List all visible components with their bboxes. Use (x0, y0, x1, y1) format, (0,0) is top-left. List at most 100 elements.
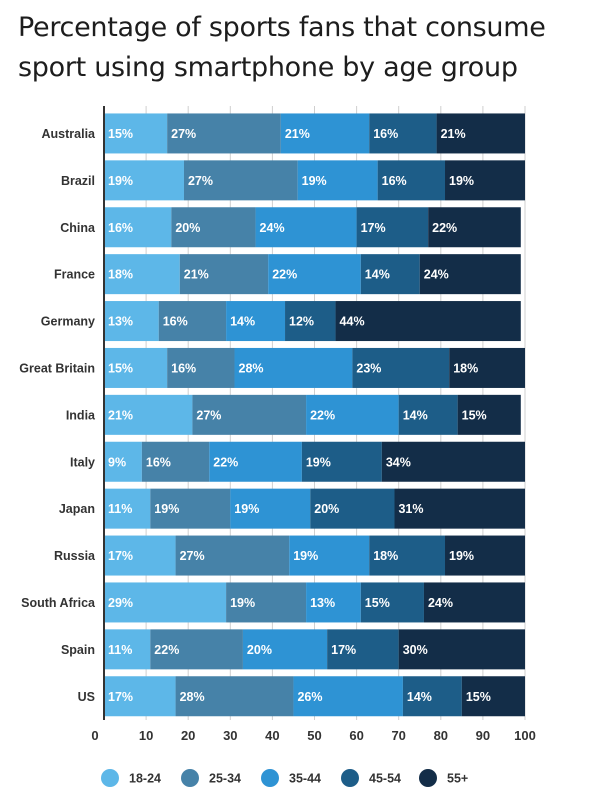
data-label: 34% (386, 455, 411, 469)
data-label: 21% (441, 127, 466, 141)
bar-segment (104, 301, 159, 342)
data-label: 9% (108, 455, 126, 469)
data-label: 21% (184, 268, 209, 282)
bar-segment (419, 254, 521, 295)
x-tick-label: 10 (139, 728, 153, 743)
data-label: 17% (361, 221, 386, 235)
data-label: 15% (466, 690, 491, 704)
legend-swatch (261, 769, 279, 787)
data-label: 12% (289, 315, 314, 329)
x-tick-label: 90 (476, 728, 490, 743)
x-tick-label: 80 (434, 728, 448, 743)
bar-segment (104, 676, 176, 717)
bar-segment (297, 160, 378, 201)
legend-label: 55+ (447, 772, 468, 786)
category-label: Italy (70, 455, 95, 469)
data-label: 24% (428, 596, 453, 610)
bar-segment (436, 113, 525, 154)
data-label: 15% (108, 127, 133, 141)
bar-segment (310, 488, 395, 529)
data-label: 16% (171, 361, 196, 375)
data-label: 27% (196, 408, 221, 422)
bar-segment (445, 160, 525, 201)
legend-swatch (341, 769, 359, 787)
data-label: 28% (239, 361, 264, 375)
data-label: 15% (108, 361, 133, 375)
bar-segment (226, 301, 286, 342)
bar-segment (377, 160, 446, 201)
data-label: 44% (340, 315, 365, 329)
bar-segment (242, 629, 328, 670)
data-label: 19% (293, 549, 318, 563)
data-label: 19% (230, 596, 255, 610)
bar-segment (104, 113, 168, 154)
data-label: 29% (108, 596, 133, 610)
x-tick-label: 100 (514, 728, 536, 743)
bar-segment (183, 160, 298, 201)
x-tick-label: 40 (265, 728, 279, 743)
legend-label: 45-54 (369, 772, 401, 786)
bar-segment (402, 676, 462, 717)
category-label: India (66, 408, 96, 422)
bar-segment (175, 535, 290, 576)
bar-segment (179, 254, 269, 295)
bar-segment (461, 676, 525, 717)
data-label: 19% (306, 455, 331, 469)
data-label: 14% (230, 315, 255, 329)
bar-segment (356, 207, 429, 248)
legend-swatch (101, 769, 119, 787)
bar-segment (234, 347, 353, 388)
bar-segment (209, 441, 302, 482)
data-label: 16% (108, 221, 133, 235)
bar-segment (104, 394, 193, 435)
category-label: Australia (42, 127, 97, 141)
legend-swatch (181, 769, 199, 787)
bar-segment (285, 301, 336, 342)
data-label: 13% (108, 315, 133, 329)
category-label: South Africa (21, 596, 96, 610)
bar-segment (255, 207, 357, 248)
x-tick-label: 30 (223, 728, 237, 743)
data-label: 24% (424, 268, 449, 282)
data-label: 21% (285, 127, 310, 141)
data-label: 16% (373, 127, 398, 141)
data-label: 16% (163, 315, 188, 329)
data-label: 15% (365, 596, 390, 610)
x-tick-label: 60 (349, 728, 363, 743)
bar-segment (104, 254, 180, 295)
data-label: 22% (213, 455, 238, 469)
bar-segment (171, 207, 256, 248)
legend-swatch (419, 769, 437, 787)
bar-segment (167, 347, 235, 388)
data-label: 19% (449, 549, 474, 563)
bar-segment (394, 488, 525, 529)
bar-segment (352, 347, 450, 388)
data-label: 17% (108, 690, 133, 704)
bar-segment (423, 582, 525, 623)
data-label: 17% (331, 643, 356, 657)
bar-segment (150, 629, 243, 670)
category-label: Germany (41, 315, 95, 329)
data-label: 24% (260, 221, 285, 235)
bar-segment (280, 113, 370, 154)
category-label: China (60, 221, 96, 235)
data-label: 19% (234, 502, 259, 516)
bar-segment (150, 488, 231, 529)
category-label: Great Britain (19, 361, 95, 375)
data-label: 31% (398, 502, 423, 516)
data-label: 20% (175, 221, 200, 235)
x-tick-label: 0 (91, 728, 98, 743)
bar-segment (369, 113, 437, 154)
data-label: 18% (453, 361, 478, 375)
bar-segment (104, 160, 184, 201)
chart-title-line-1: Percentage of sports fans that consume (18, 12, 546, 43)
data-label: 19% (302, 174, 327, 188)
axes: 0 10 20 30 40 50 60 70 80 90 100 Australia Brazil Chi… (19, 106, 536, 743)
chart-title: Percentage of sports fans that consume s… (18, 8, 593, 88)
bar-segment (175, 676, 294, 717)
data-label: 19% (154, 502, 179, 516)
bar-segment (360, 254, 420, 295)
bar-segment (335, 301, 521, 342)
bar-segment (449, 347, 525, 388)
